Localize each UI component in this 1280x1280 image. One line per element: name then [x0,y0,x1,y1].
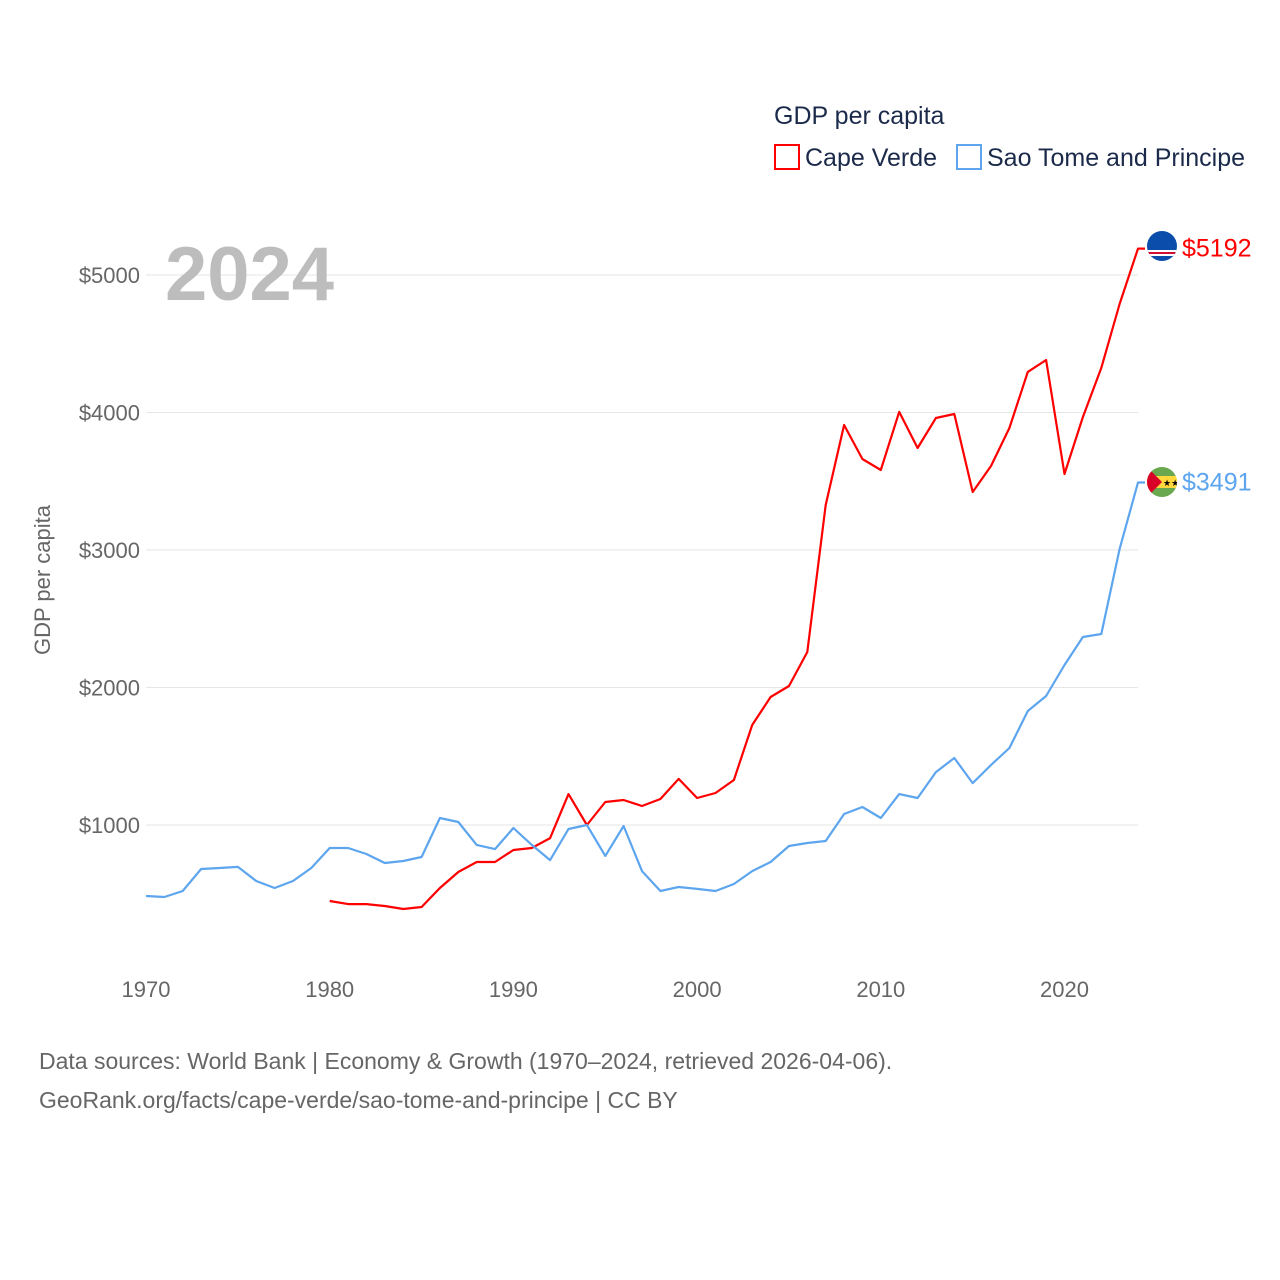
y-tick-label: $3000 [79,538,140,563]
cape-verde-flag-icon [1147,231,1177,261]
x-tick-label: 2020 [1040,977,1089,1002]
legend-label-sao-tome[interactable]: Sao Tome and Principe [987,144,1245,172]
x-tick-label: 2000 [673,977,722,1002]
legend-label-cape-verde[interactable]: Cape Verde [805,144,937,172]
end-value-label: $3491 [1182,468,1252,496]
series-line-sao-tome[interactable] [145,481,1145,899]
y-tick-label: $2000 [79,676,140,701]
y-tick-label: $1000 [79,813,140,838]
legend-swatch-cape-verde [774,144,800,170]
y-tick-label: $5000 [79,263,140,288]
sao-tome-flag-icon: ★★ [1147,467,1179,497]
x-tick-label: 1970 [122,977,171,1002]
end-value-label: $5192 [1182,235,1252,263]
legend-swatch-sao-tome [956,144,982,170]
svg-text:★★: ★★ [1163,478,1179,488]
x-tick-label: 1980 [305,977,354,1002]
footer-attribution[interactable]: GeoRank.org/facts/cape-verde/sao-tome-an… [39,1087,678,1113]
x-tick-label: 2010 [856,977,905,1002]
legend: GDP per capita Cape Verde Sao Tome and P… [774,102,1245,172]
y-axis-label: GDP per capita [30,504,55,655]
year-watermark: 2024 [165,232,334,317]
series-line-cape-verde[interactable] [329,247,1145,911]
x-tick-label: 1990 [489,977,538,1002]
legend-title: GDP per capita [774,102,945,130]
y-tick-label: $4000 [79,401,140,426]
footer-sources: Data sources: World Bank | Economy & Gro… [39,1048,892,1074]
